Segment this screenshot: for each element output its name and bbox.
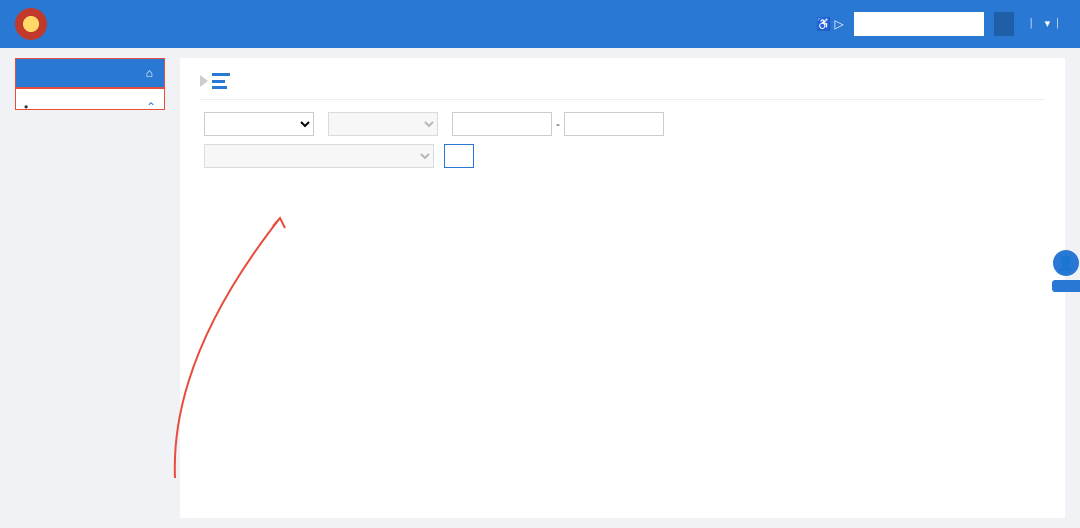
search-input[interactable] — [854, 12, 984, 36]
domain-select — [328, 112, 438, 136]
search-button[interactable] — [994, 12, 1014, 36]
sidebar: ⌂ — [15, 58, 165, 110]
query-button[interactable] — [444, 144, 474, 168]
date-to-input[interactable] — [564, 112, 664, 136]
empty-state — [200, 176, 1045, 236]
status-select[interactable] — [204, 112, 314, 136]
sidebar-item-other-tax[interactable] — [15, 88, 165, 110]
float-help-button[interactable] — [1052, 280, 1080, 292]
title-bars-icon — [212, 73, 230, 89]
float-avatar-icon[interactable]: 👤 — [1053, 250, 1079, 276]
title-icon — [200, 75, 208, 87]
site-logo — [15, 8, 47, 40]
main-panel: - — [180, 58, 1065, 518]
accessibility-link[interactable]: ♿ ▷ — [816, 17, 844, 31]
date-from-input[interactable] — [452, 112, 552, 136]
sidebar-home-link[interactable]: ⌂ — [146, 66, 156, 80]
item-name-select — [204, 144, 434, 168]
